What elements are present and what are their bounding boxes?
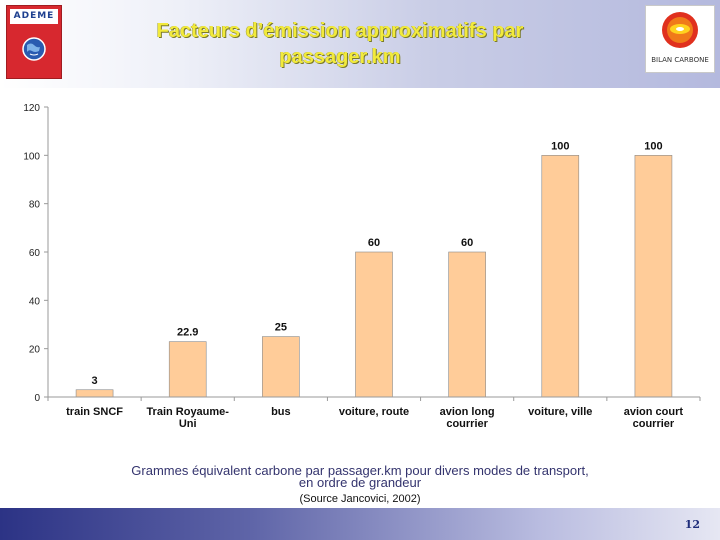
bar <box>262 336 300 398</box>
bar <box>168 341 207 398</box>
bar <box>541 155 580 398</box>
bilan-carbone-emblem-icon <box>662 12 698 48</box>
y-tick-label: 100 <box>23 151 40 162</box>
slide-title-line-2: passager.km <box>279 46 401 68</box>
x-axis: train SNCF Train Royaume-Uni bus voiture, r… <box>47 396 701 430</box>
bar-value-label: 60 <box>368 237 380 249</box>
y-tick-label: 20 <box>29 345 41 356</box>
chart-caption-line-2: en ordre de grandeur <box>298 475 422 490</box>
slide-title: Facteurs d’émission approximatifs par pa… <box>90 18 590 70</box>
slide-title-line-1: Facteurs d’émission approximatifs par <box>156 20 524 42</box>
bar-value-label: 22.9 <box>177 327 198 339</box>
y-tick-label: 80 <box>29 200 41 211</box>
globe-icon <box>22 37 46 61</box>
ademe-logo-wordmark: ADEME <box>10 9 58 24</box>
footer-band: 12 <box>0 508 720 540</box>
y-tick-label: 0 <box>34 393 40 404</box>
x-tick-label: Train Royaume- <box>146 406 229 418</box>
emission-bar-chart: 0 20 40 60 80 100 120 3 22.9 25 60 60 100 100 train … <box>23 103 701 430</box>
bar-value-label: 3 <box>92 375 98 387</box>
y-tick-label: 60 <box>29 248 41 259</box>
ademe-logo: ADEME <box>6 5 62 79</box>
y-tick-label: 40 <box>29 296 41 307</box>
x-tick-label: voiture, route <box>339 406 409 418</box>
x-tick-label: avion long <box>440 406 495 418</box>
x-tick-label: courrier <box>633 418 675 430</box>
y-axis: 0 20 40 60 80 100 120 <box>23 103 49 404</box>
chart-source: (Source Jancovici, 2002) <box>299 493 421 505</box>
bar-value-label: 60 <box>461 237 473 249</box>
bilan-carbone-logo: BILAN CARBONE <box>645 5 715 73</box>
bar-value-label: 100 <box>644 140 662 152</box>
x-tick-label: Uni <box>179 418 197 430</box>
y-tick-label: 120 <box>23 103 40 114</box>
x-tick-label: avion court <box>624 406 684 418</box>
bar <box>634 155 673 398</box>
chart-caption-line-1: Grammes équivalent carbone par passager.… <box>131 463 589 478</box>
bar-value-label: 25 <box>275 322 287 334</box>
x-tick-label: voiture, ville <box>528 406 592 418</box>
page-number: 12 <box>684 518 700 531</box>
bar-value-label: 100 <box>551 140 569 152</box>
bilan-carbone-wordmark: BILAN CARBONE <box>651 56 709 64</box>
bar-series: 3 22.9 25 60 60 100 100 <box>75 140 673 398</box>
header-band: ADEME Facteurs d’émission approximatifs … <box>0 0 720 88</box>
x-tick-label: bus <box>271 406 291 418</box>
bar <box>448 251 486 398</box>
x-tick-label: train SNCF <box>66 406 123 418</box>
x-tick-label: courrier <box>446 418 488 430</box>
bar <box>75 389 114 398</box>
chart-caption: Grammes équivalent carbone par passager.… <box>60 463 660 490</box>
bar <box>355 251 393 398</box>
